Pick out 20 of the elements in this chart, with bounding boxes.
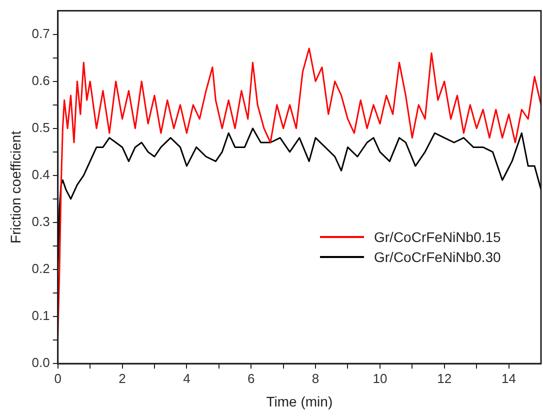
x-axis-title: Time (min) (266, 393, 333, 410)
legend-label: Gr/CoCrFeNiNb0.15 (374, 229, 501, 246)
x-tick-label: 6 (248, 370, 255, 386)
y-tick-label: 0.5 (32, 120, 50, 135)
x-tick-label: 8 (312, 370, 320, 386)
y-tick-label: 0.7 (32, 26, 50, 41)
x-tick-label: 0 (54, 370, 62, 386)
x-tick-label: 12 (437, 370, 452, 386)
x-tick-label: 4 (183, 370, 190, 386)
y-tick-label: 0.3 (32, 214, 50, 230)
legend-label: Gr/CoCrFeNiNb0.30 (374, 249, 501, 266)
x-tick-label: 10 (372, 370, 388, 386)
y-tick-label: 0.0 (32, 355, 50, 370)
y-tick-label: 0.1 (32, 308, 50, 324)
y-tick-label: 0.6 (32, 72, 50, 88)
x-tick-label: 14 (502, 370, 516, 386)
y-axis-title: Friction coefficient (7, 130, 24, 244)
y-tick-label: 0.4 (32, 167, 50, 182)
y-tick-label: 0.2 (32, 261, 50, 276)
x-tick-label: 2 (118, 370, 126, 386)
